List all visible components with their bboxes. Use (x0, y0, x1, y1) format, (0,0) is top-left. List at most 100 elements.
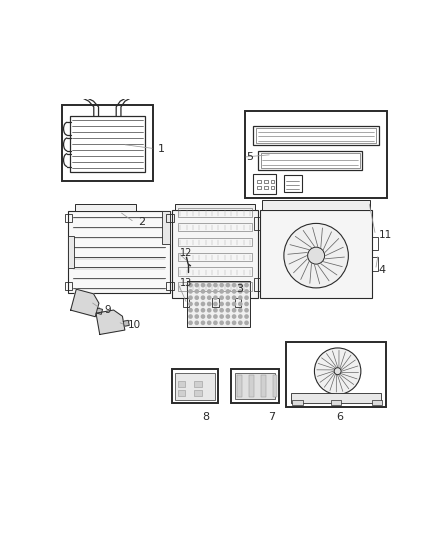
Circle shape (195, 321, 198, 325)
Circle shape (245, 284, 248, 287)
Circle shape (220, 309, 223, 312)
Bar (261, 154, 360, 168)
Circle shape (189, 321, 192, 325)
Circle shape (284, 223, 348, 288)
Bar (261, 375, 266, 397)
Bar (187, 281, 250, 327)
Circle shape (233, 315, 236, 318)
Bar (245, 111, 387, 198)
Circle shape (195, 315, 198, 318)
Circle shape (189, 296, 192, 300)
Circle shape (201, 290, 205, 293)
Circle shape (245, 315, 248, 318)
Circle shape (189, 315, 192, 318)
Circle shape (208, 296, 211, 300)
Circle shape (220, 315, 223, 318)
Text: 2: 2 (138, 217, 145, 227)
Bar (166, 282, 173, 289)
Bar (264, 185, 268, 189)
Circle shape (233, 309, 236, 312)
Circle shape (226, 284, 230, 287)
Circle shape (214, 290, 217, 293)
Text: 10: 10 (128, 320, 141, 330)
Bar (212, 298, 219, 306)
Text: 7: 7 (268, 411, 276, 422)
Circle shape (220, 296, 223, 300)
Circle shape (214, 309, 217, 312)
Circle shape (201, 315, 205, 318)
Bar (372, 257, 378, 271)
Circle shape (334, 368, 341, 375)
Bar (178, 238, 252, 246)
Bar (253, 174, 276, 194)
Bar (372, 237, 378, 251)
Bar (68, 212, 170, 293)
Circle shape (195, 284, 198, 287)
Circle shape (220, 302, 223, 305)
Text: 9: 9 (104, 305, 111, 315)
Circle shape (201, 302, 205, 305)
Circle shape (226, 309, 230, 312)
Bar (175, 204, 255, 210)
Bar (68, 236, 74, 269)
Circle shape (233, 284, 236, 287)
Circle shape (226, 302, 230, 305)
Circle shape (239, 284, 242, 287)
Circle shape (233, 302, 236, 305)
Bar (166, 214, 173, 222)
Text: 5: 5 (247, 152, 254, 162)
Text: 4: 4 (379, 265, 386, 275)
Circle shape (214, 315, 217, 318)
Bar (372, 400, 382, 405)
Circle shape (239, 296, 242, 300)
Text: 1: 1 (158, 144, 165, 154)
Text: 13: 13 (180, 278, 192, 288)
Bar (235, 298, 241, 306)
Circle shape (189, 284, 192, 287)
Circle shape (195, 302, 198, 305)
Circle shape (214, 296, 217, 300)
Bar (271, 180, 274, 183)
Bar (260, 210, 372, 298)
Bar (178, 390, 185, 397)
Bar (264, 180, 268, 183)
Bar (271, 185, 274, 189)
Bar (178, 268, 252, 276)
Circle shape (214, 284, 217, 287)
Circle shape (201, 284, 205, 287)
Circle shape (208, 321, 211, 325)
Bar (262, 199, 371, 210)
Circle shape (201, 309, 205, 312)
Circle shape (226, 315, 230, 318)
Bar (254, 278, 260, 291)
Polygon shape (96, 310, 125, 335)
Circle shape (239, 315, 242, 318)
Circle shape (233, 290, 236, 293)
Bar (178, 253, 252, 261)
Circle shape (220, 284, 223, 287)
Bar (183, 298, 189, 306)
Polygon shape (96, 308, 102, 314)
Bar (194, 390, 202, 397)
Text: 6: 6 (336, 411, 343, 422)
Bar (237, 375, 242, 397)
Bar (235, 374, 276, 399)
Bar (258, 151, 362, 170)
Circle shape (195, 309, 198, 312)
Circle shape (195, 290, 198, 293)
Polygon shape (123, 320, 129, 326)
Bar (75, 204, 136, 212)
Text: 11: 11 (379, 230, 392, 240)
Bar (172, 210, 258, 298)
Circle shape (314, 348, 361, 394)
Circle shape (201, 321, 205, 325)
Bar (65, 282, 72, 289)
Circle shape (208, 284, 211, 287)
Circle shape (245, 296, 248, 300)
Bar (65, 214, 72, 222)
Bar (249, 375, 254, 397)
Polygon shape (71, 289, 99, 317)
Bar (178, 223, 252, 231)
Bar (178, 381, 185, 387)
Circle shape (239, 302, 242, 305)
